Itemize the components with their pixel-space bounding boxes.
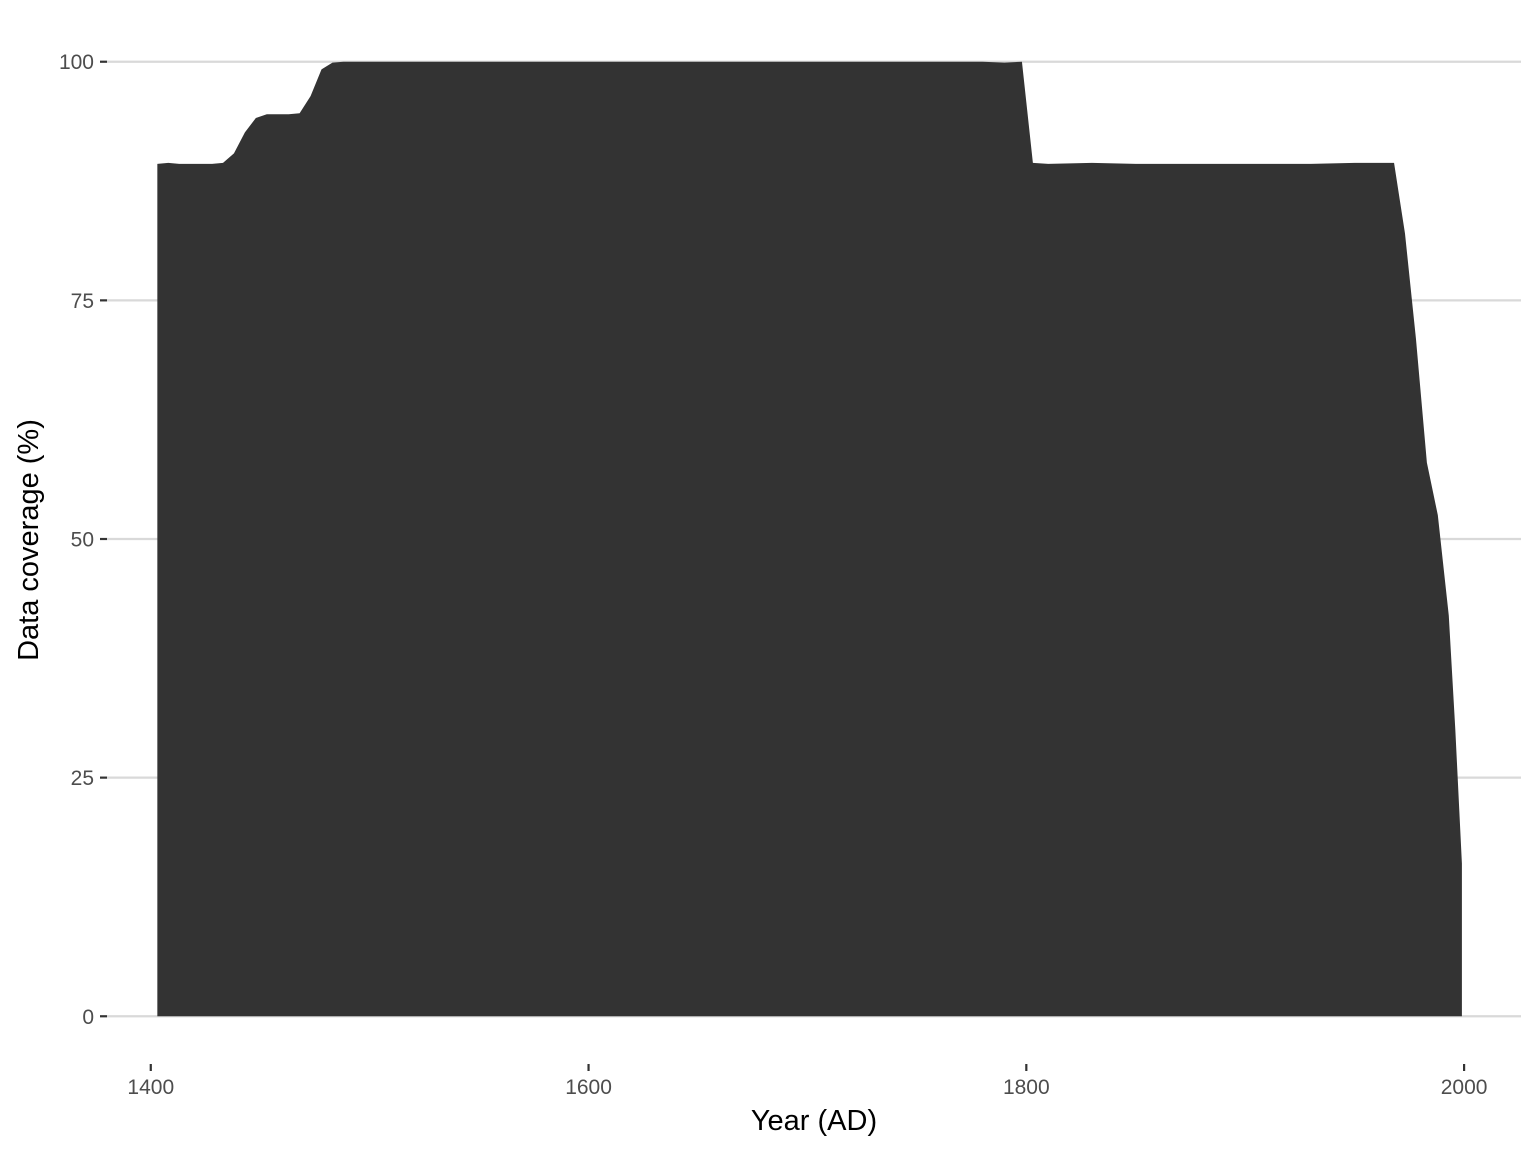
- y-tick-label-25: 25: [71, 767, 94, 790]
- y-tick-label-50: 50: [71, 529, 94, 552]
- x-axis-title: Year (AD): [751, 1105, 877, 1137]
- y-axis: 0 25 50 75 100: [59, 51, 107, 1029]
- plot-area: [157, 61, 1462, 1017]
- x-tick-label-2000: 2000: [1441, 1076, 1488, 1099]
- y-tick-label-100: 100: [59, 51, 94, 74]
- y-axis-title: Data coverage (%): [13, 419, 45, 661]
- y-tick-label-0: 0: [82, 1006, 94, 1029]
- x-tick-label-1400: 1400: [127, 1076, 174, 1099]
- y-tick-label-75: 75: [71, 290, 94, 313]
- x-tick-label-1800: 1800: [1003, 1076, 1050, 1099]
- x-axis: 1400 1600 1800 2000: [127, 1064, 1487, 1099]
- x-tick-label-1600: 1600: [565, 1076, 612, 1099]
- coverage-area-series-0: [157, 61, 1462, 1017]
